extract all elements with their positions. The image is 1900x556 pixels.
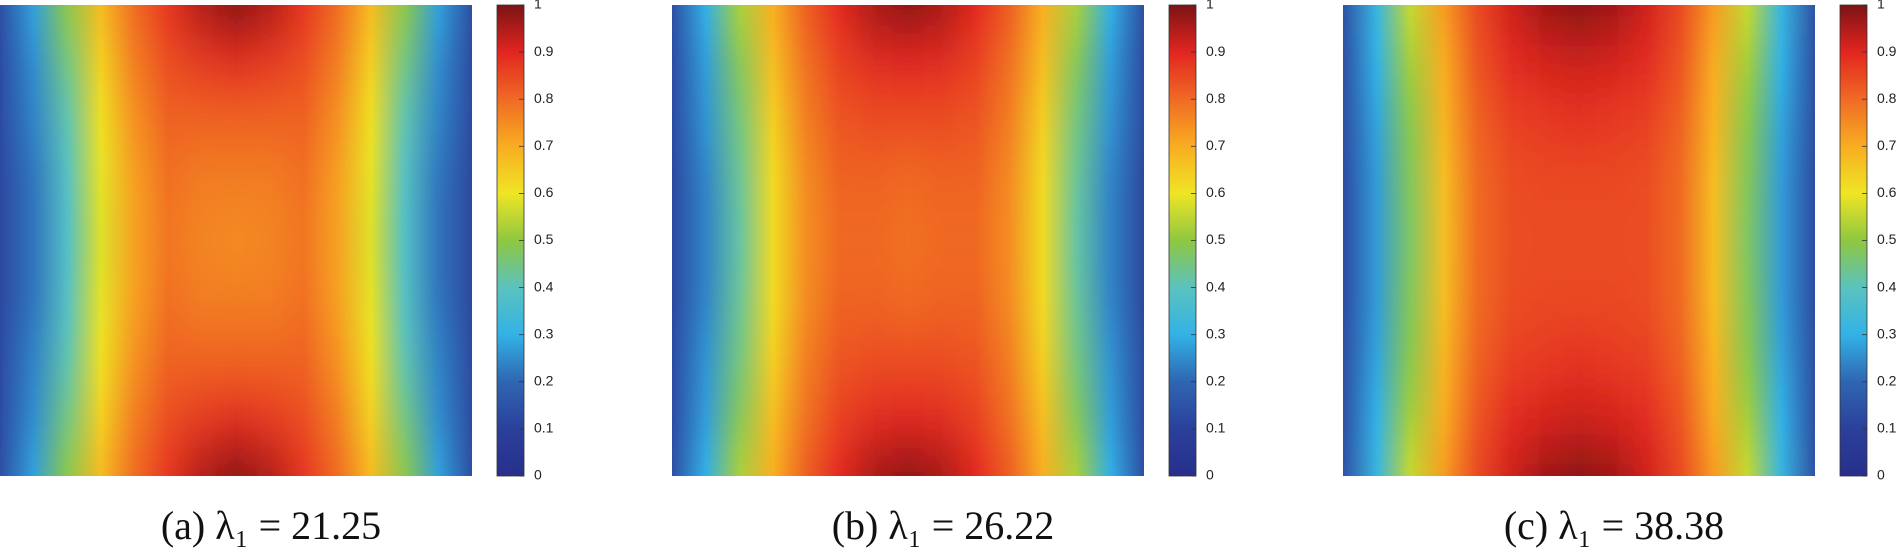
heatmap-row (672, 93, 1144, 153)
heatmap-row (0, 211, 472, 271)
colorbar-tick-label: 0.8 (1877, 90, 1897, 106)
caption: (a) λ₁ = 21.25 (161, 503, 381, 548)
heatmap-row (1343, 328, 1815, 389)
colorbar-tick-label: 0.1 (1877, 420, 1897, 436)
colorbar-tick-label: 0.5 (534, 231, 554, 247)
colorbar-tick-label: 0.2 (1206, 373, 1226, 389)
colorbar-tick-label: 0 (534, 467, 542, 483)
colorbar-tick-label: 0.9 (1877, 43, 1897, 59)
colorbar-tick-label: 0.3 (534, 325, 554, 341)
heatmap (1343, 5, 1815, 476)
heatmap-row (672, 152, 1144, 212)
heatmap-row (672, 328, 1144, 389)
heatmap-row (1343, 152, 1815, 212)
colorbar-tick-label: 0.6 (534, 184, 554, 200)
heatmap-row (1343, 211, 1815, 271)
colorbar-tick-label: 0.1 (1206, 420, 1226, 436)
colorbar-tick-label: 0.2 (1877, 373, 1897, 389)
colorbar-tick-label: 0 (1877, 467, 1885, 483)
colorbar-tick-label: 0.5 (1206, 231, 1226, 247)
colorbar-tick-label: 0.3 (1206, 325, 1226, 341)
colorbar-tick-label: 0.6 (1877, 184, 1897, 200)
heatmap-row (672, 211, 1144, 271)
colorbar-tick-label: 0.9 (534, 43, 554, 59)
heatmap-row (672, 446, 1144, 476)
colorbar-tick-label: 0 (1206, 467, 1214, 483)
heatmap-row (672, 269, 1144, 330)
heatmap-row (672, 34, 1144, 94)
heatmap-row (0, 152, 472, 212)
colorbar-tick-label: 0.8 (534, 90, 554, 106)
colorbar-tick-label: 0.7 (1206, 137, 1226, 153)
colorbar-tick-label: 1 (534, 0, 542, 12)
heatmap (0, 5, 472, 476)
colorbar-tick-label: 0.4 (1206, 278, 1226, 294)
colorbar-tick-label: 0.3 (1877, 325, 1897, 341)
caption: (b) λ₁ = 26.22 (832, 503, 1055, 548)
colorbar-tick-label: 1 (1877, 0, 1885, 12)
heatmap-row (1343, 34, 1815, 94)
heatmap-row (0, 446, 472, 476)
heatmap-row (1343, 5, 1815, 35)
heatmap-row (1343, 387, 1815, 448)
heatmap-row (0, 34, 472, 94)
colorbar-tick-label: 0.1 (534, 420, 554, 436)
heatmap-row (1343, 269, 1815, 330)
colorbar-tick-label: 0.8 (1206, 90, 1226, 106)
colorbar-tick-label: 0.9 (1206, 43, 1226, 59)
heatmap-row (0, 387, 472, 448)
colorbar-tick-label: 0.6 (1206, 184, 1226, 200)
colorbar-tick-label: 0.4 (1877, 278, 1897, 294)
heatmap-row (672, 5, 1144, 35)
colorbar-tick-label: 0.5 (1877, 231, 1897, 247)
heatmap-row (1343, 446, 1815, 476)
colorbar-tick-label: 1 (1206, 0, 1214, 12)
colorbar-tick-label: 0.7 (534, 137, 554, 153)
heatmap (672, 5, 1144, 476)
colorbar-tick-label: 0.7 (1877, 137, 1897, 153)
heatmap-row (0, 328, 472, 389)
heatmap-row (0, 93, 472, 153)
heatmap-row (0, 5, 472, 35)
heatmap-row (672, 387, 1144, 448)
colorbar-tick-label: 0.4 (534, 278, 554, 294)
heatmap-row (0, 269, 472, 330)
caption: (c) λ₁ = 38.38 (1504, 503, 1724, 548)
heatmap-row (1343, 93, 1815, 153)
colorbar-tick-label: 0.2 (534, 373, 554, 389)
